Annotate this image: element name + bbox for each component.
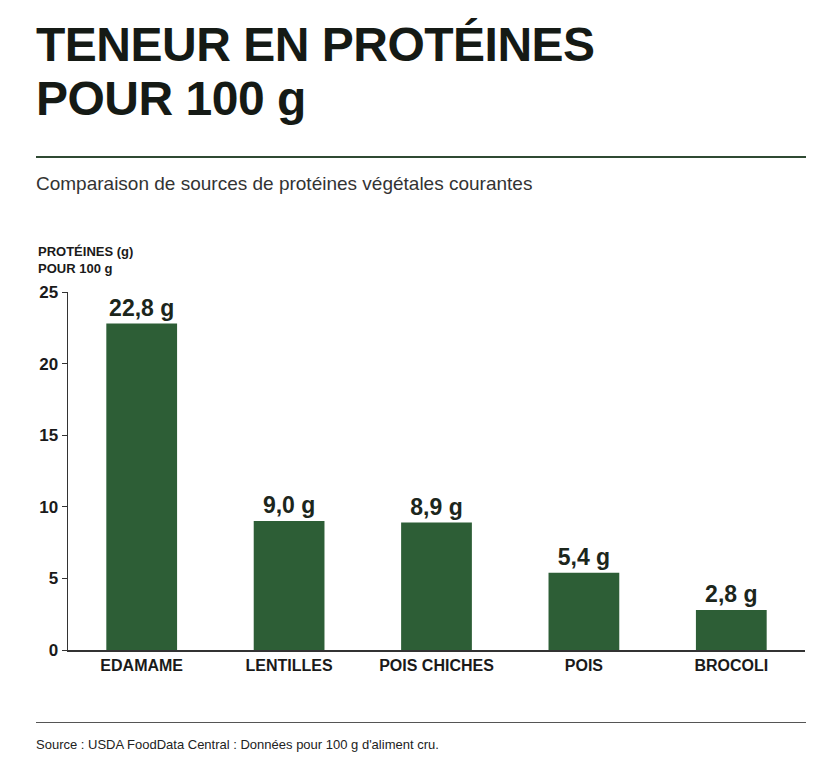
svg-text:5: 5	[49, 569, 58, 588]
svg-text:0: 0	[49, 641, 58, 660]
svg-text:POIS: POIS	[565, 657, 604, 674]
svg-text:2,8 g: 2,8 g	[705, 581, 757, 607]
svg-text:POIS CHICHES: POIS CHICHES	[379, 657, 494, 674]
svg-text:20: 20	[39, 355, 58, 374]
svg-text:5,4 g: 5,4 g	[558, 544, 610, 570]
html-text:Source : USDA FoodData Central: Source : USDA FoodData Central : Données…	[36, 737, 439, 752]
html-text:TENEUR EN PROTÉINES POUR 100 g: TENEUR EN PROTÉINES POUR 100 g	[36, 18, 595, 125]
svg-text:EDAMAME: EDAMAME	[100, 657, 183, 674]
svg-text:LENTILLES: LENTILLES	[246, 657, 333, 674]
svg-text:8,9 g: 8,9 g	[410, 494, 462, 520]
html-text:Comparaison de sources de prot: Comparaison de sources de protéines végé…	[36, 173, 533, 194]
svg-text:25: 25	[39, 283, 58, 302]
svg-text:BROCOLI: BROCOLI	[694, 657, 768, 674]
svg-text:10: 10	[39, 498, 58, 517]
svg-text:9,0 g: 9,0 g	[263, 492, 315, 518]
svg-text:22,8 g: 22,8 g	[109, 295, 174, 321]
svg-text:PROTÉINES (g)POUR 100 g: PROTÉINES (g)POUR 100 g	[38, 244, 133, 276]
svg-text:15: 15	[39, 426, 58, 445]
